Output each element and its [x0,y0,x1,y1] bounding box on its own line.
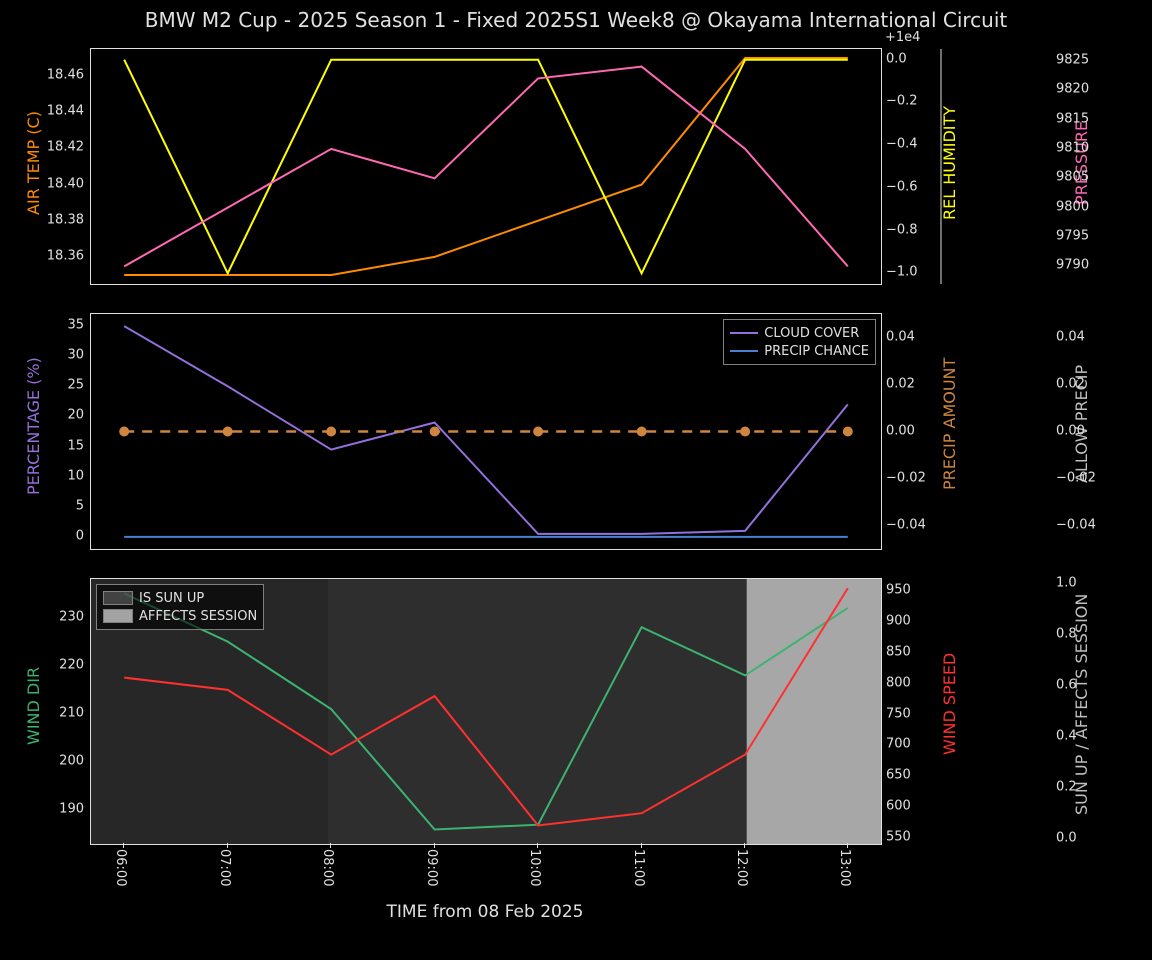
legend-precip-chance-label: PRECIP CHANCE [764,344,869,359]
tick-label: 9805 [1056,170,1089,185]
tick-label: −0.04 [886,517,926,532]
x-tick-label: 07:00 [217,849,232,886]
tick-label: 210 [59,705,84,720]
panel1-plot [91,49,881,284]
tick-label: 0 [76,528,84,543]
x-tick-label: 11:00 [631,849,646,886]
panel-air-humidity-pressure [90,48,882,285]
wind-dir-axis-label: WIND DIR [24,667,43,745]
tick-label: 9795 [1056,229,1089,244]
tick-label: 700 [886,737,911,752]
tick-label: −0.8 [886,222,918,237]
tick-label: 18.46 [47,68,84,83]
chart-title: BMW M2 Cup - 2025 Season 1 - Fixed 2025S… [0,8,1152,32]
x-tick-mark [434,843,435,848]
tick-label: 5 [76,498,84,513]
tick-label: −0.04 [1056,517,1096,532]
tick-label: 18.40 [47,176,84,191]
tick-label: −0.4 [886,137,918,152]
tick-label: 0.04 [1056,329,1085,344]
legend-is-sun-up-label: IS SUN UP [139,591,204,606]
tick-label: 0.0 [1056,830,1077,845]
tick-label: 35 [67,318,84,333]
tick-label: 190 [59,802,84,817]
pressure-axis-label: PRESSURE [1072,121,1091,205]
tick-label: 10 [67,468,84,483]
panel3-legend: IS SUN UP AFFECTS SESSION [96,584,264,630]
tick-label: 0.6 [1056,678,1077,693]
x-tick-label: 12:00 [734,849,749,886]
rel-humidity-axis-label: REL HUMIDITY [940,106,959,220]
air-temp-axis-label: AIR TEMP (C) [24,111,43,215]
tick-label: 0.8 [1056,627,1077,642]
x-tick-label: 10:00 [527,849,542,886]
x-tick-label: 13:00 [837,849,852,886]
tick-label: 30 [67,348,84,363]
tick-label: 0.2 [1056,779,1077,794]
x-tick-label: 08:00 [320,849,335,886]
tick-label: 850 [886,644,911,659]
tick-label: 18.36 [47,248,84,263]
x-tick-label: 06:00 [113,849,128,886]
tick-label: 650 [886,768,911,783]
legend-precip-chance: PRECIP CHANCE [730,342,869,360]
legend-is-sun-up: IS SUN UP [103,589,257,607]
tick-label: 20 [67,408,84,423]
tick-label: 0.04 [886,329,915,344]
tick-label: 200 [59,754,84,769]
tick-label: 950 [886,583,911,598]
x-tick-mark [123,843,124,848]
tick-label: 220 [59,657,84,672]
x-tick-mark [847,843,848,848]
tick-label: 15 [67,438,84,453]
humidity-offset-text: +1e4 [885,30,920,45]
tick-label: 0.00 [886,423,915,438]
panel-wind-sun: IS SUN UP AFFECTS SESSION [90,578,882,845]
tick-label: 550 [886,829,911,844]
tick-label: 600 [886,799,911,814]
legend-affects-session: AFFECTS SESSION [103,607,257,625]
x-tick-mark [537,843,538,848]
tick-label: 9800 [1056,199,1089,214]
percentage-axis-label: PERCENTAGE (%) [24,357,43,495]
x-tick-mark [744,843,745,848]
tick-label: 18.42 [47,140,84,155]
tick-label: 750 [886,706,911,721]
tick-label: −1.0 [886,265,918,280]
tick-label: −0.02 [1056,470,1096,485]
figure: BMW M2 Cup - 2025 Season 1 - Fixed 2025S… [0,0,1152,960]
wind-speed-axis-label: WIND SPEED [940,653,959,755]
tick-label: 18.38 [47,212,84,227]
x-tick-mark [641,843,642,848]
tick-label: 9820 [1056,82,1089,97]
tick-label: 25 [67,378,84,393]
tick-label: −0.6 [886,179,918,194]
panel2-legend: CLOUD COVER PRECIP CHANCE [723,319,876,365]
tick-label: 9825 [1056,52,1089,67]
tick-label: 230 [59,609,84,624]
legend-affects-session-label: AFFECTS SESSION [139,609,257,624]
tick-label: −0.02 [886,470,926,485]
tick-label: 0.02 [886,376,915,391]
x-axis-label: TIME from 08 Feb 2025 [90,902,880,922]
legend-cloud-cover-label: CLOUD COVER [764,326,859,341]
x-tick-mark [330,843,331,848]
x-tick-mark [227,843,228,848]
tick-label: 0.4 [1056,728,1077,743]
tick-label: 800 [886,675,911,690]
legend-cloud-cover: CLOUD COVER [730,324,869,342]
panel-cloud-precip: CLOUD COVER PRECIP CHANCE [90,313,882,550]
tick-label: 900 [886,614,911,629]
tick-label: 0.0 [886,51,907,66]
tick-label: 9790 [1056,258,1089,273]
tick-label: 1.0 [1056,576,1077,591]
tick-label: 0.02 [1056,376,1085,391]
tick-label: 9815 [1056,111,1089,126]
tick-label: 9810 [1056,140,1089,155]
x-tick-label: 09:00 [424,849,439,886]
tick-label: 18.44 [47,104,84,119]
tick-label: −0.2 [886,94,918,109]
precip-amount-axis-label: PRECIP AMOUNT [940,358,959,490]
tick-label: 0.00 [1056,423,1085,438]
